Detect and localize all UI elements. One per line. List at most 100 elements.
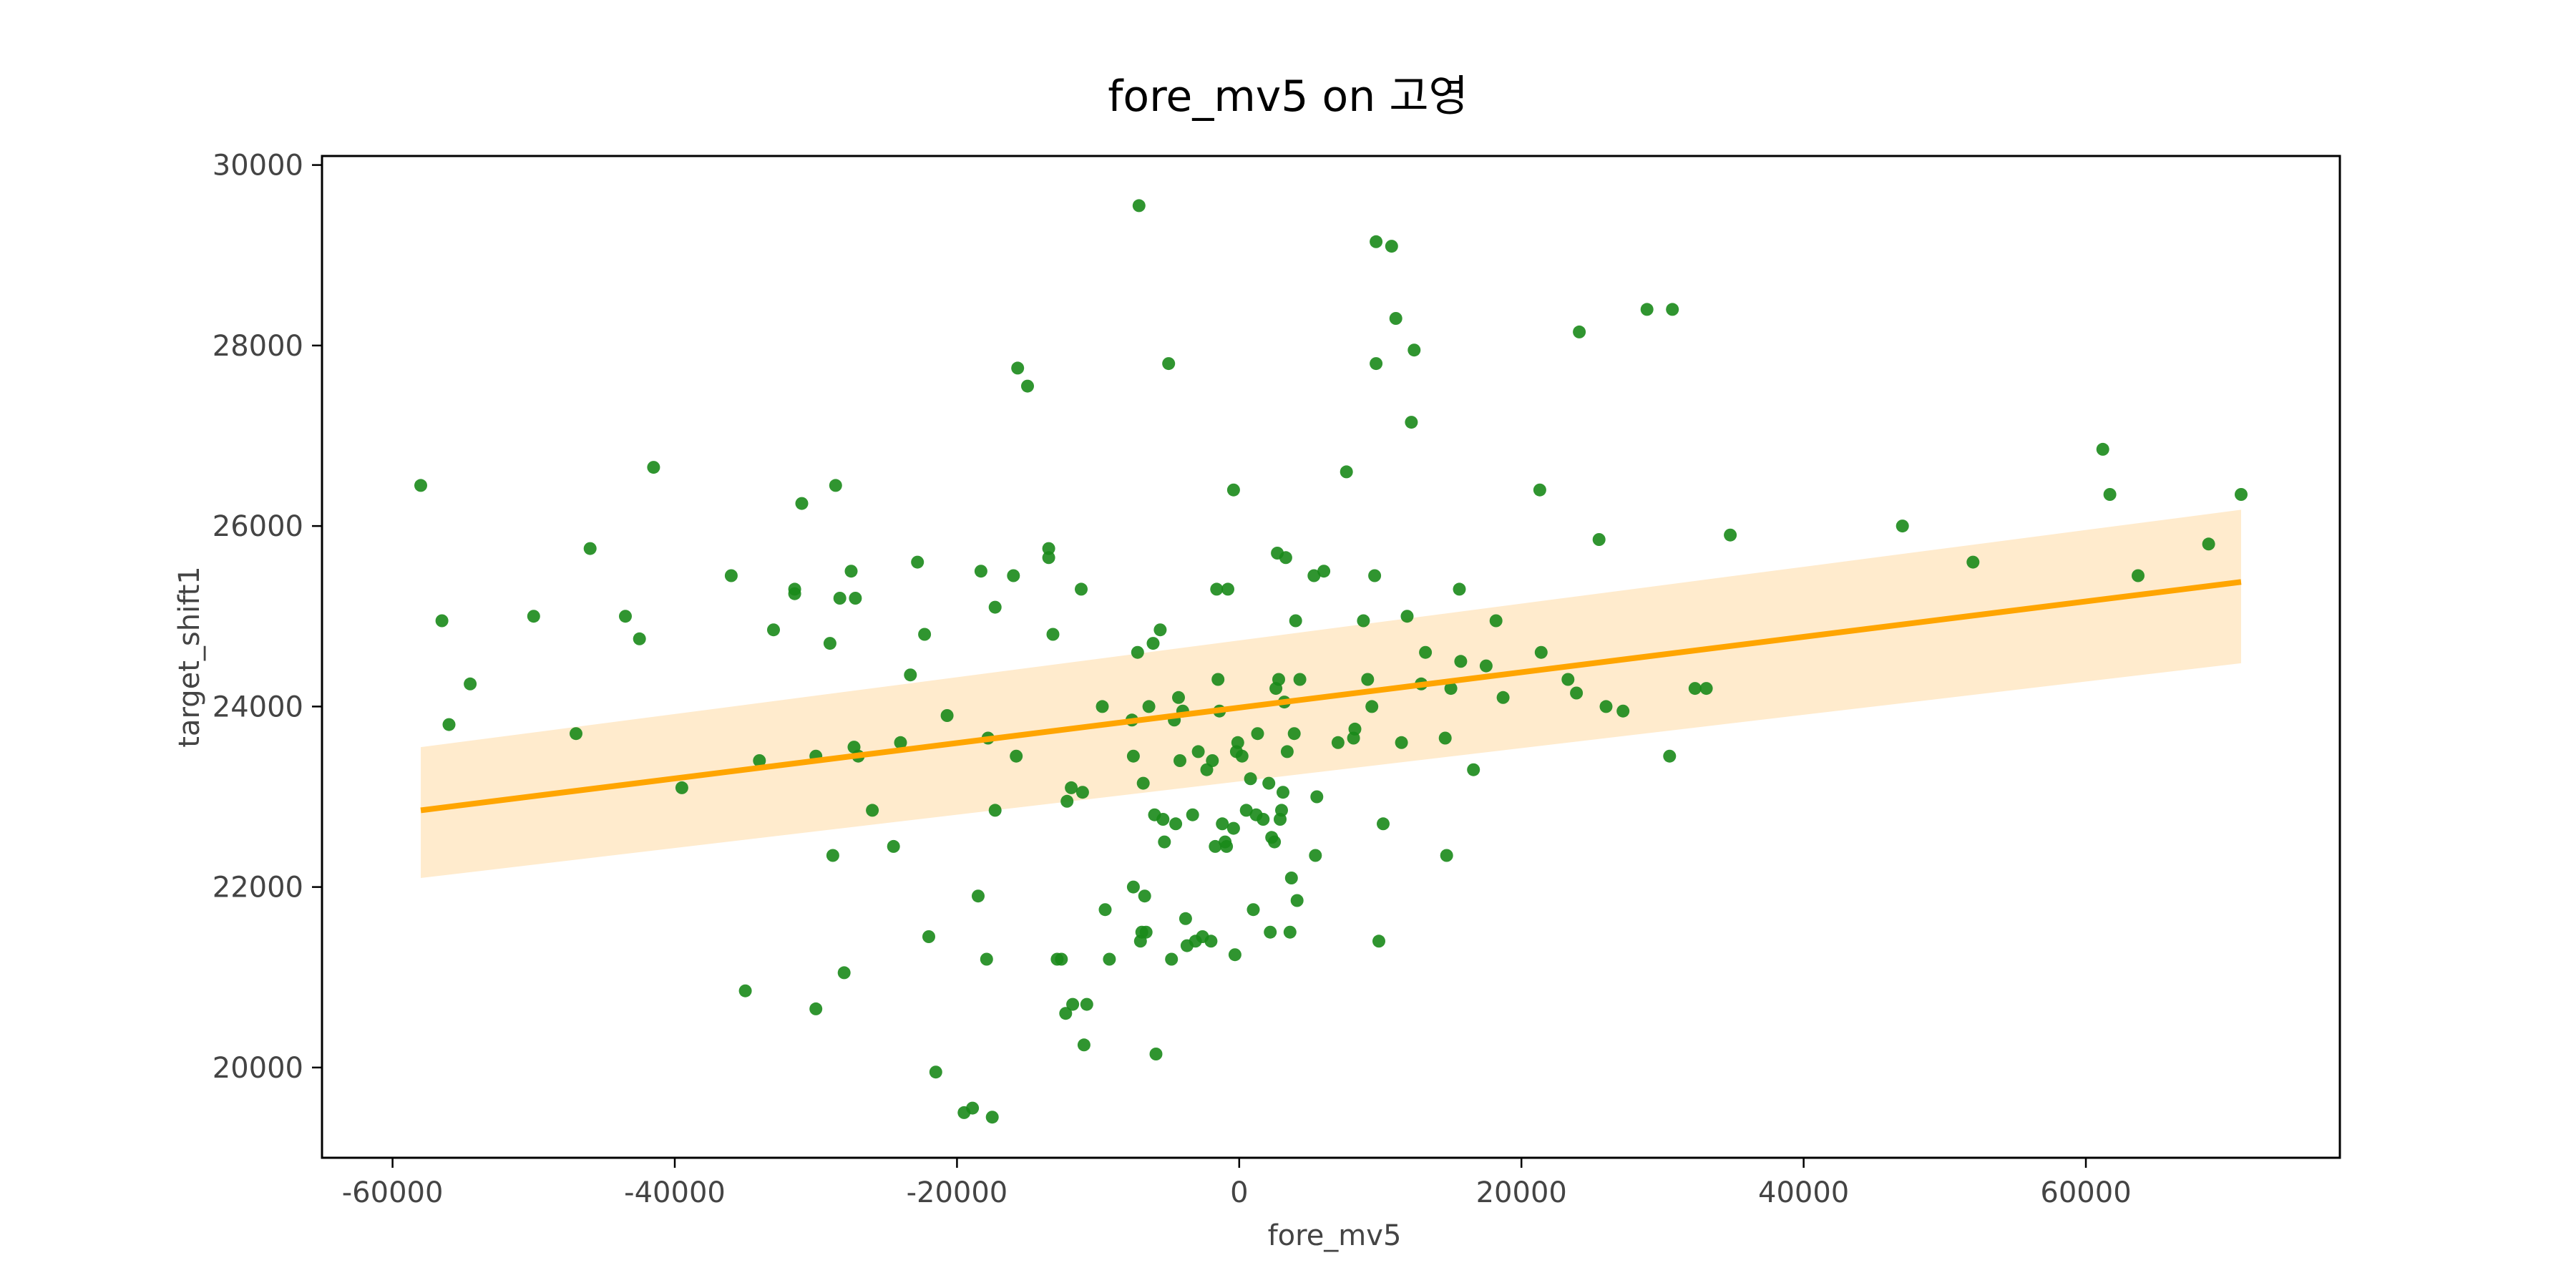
x-tick-label: 40000: [1758, 1176, 1849, 1209]
data-point: [918, 628, 932, 641]
data-point: [1395, 736, 1408, 749]
data-point: [1239, 804, 1253, 817]
data-point: [1139, 925, 1153, 939]
data-point: [647, 461, 660, 474]
data-point: [1174, 754, 1186, 767]
data-point: [985, 1111, 999, 1124]
x-tick-label: -60000: [342, 1176, 444, 1209]
data-point: [1010, 749, 1023, 763]
data-point: [1400, 610, 1414, 623]
data-point: [1098, 903, 1112, 917]
data-point: [904, 668, 917, 682]
data-point: [866, 804, 879, 817]
data-point: [1007, 569, 1020, 582]
data-point: [1290, 894, 1304, 907]
data-point: [1479, 659, 1493, 673]
data-point: [570, 727, 582, 741]
data-point: [1599, 700, 1613, 713]
data-point: [1046, 628, 1060, 641]
data-point: [826, 849, 839, 862]
data-point: [1075, 786, 1089, 799]
data-point: [1287, 727, 1301, 741]
data-point: [442, 718, 456, 731]
data-point: [1132, 199, 1146, 213]
data-point: [1289, 614, 1302, 628]
data-point: [1228, 948, 1241, 962]
data-point: [1211, 673, 1225, 686]
x-tick-label: 60000: [2040, 1176, 2131, 1209]
data-point: [1221, 582, 1234, 596]
data-point: [1307, 569, 1321, 582]
data-point: [1438, 731, 1452, 745]
data-point: [675, 781, 688, 794]
data-point: [1640, 303, 1654, 316]
data-point: [833, 592, 847, 605]
y-tick-label: 24000: [213, 691, 303, 723]
data-point: [1277, 786, 1289, 799]
data-point: [2096, 442, 2109, 456]
data-point: [1060, 794, 1074, 808]
data-point: [414, 479, 427, 492]
data-point: [844, 565, 858, 578]
data-point: [724, 569, 738, 582]
data-point: [788, 587, 801, 600]
data-point: [1699, 682, 1713, 696]
data-point: [1592, 533, 1606, 546]
data-point: [767, 623, 780, 637]
x-tick-label: 0: [1230, 1176, 1248, 1209]
data-point: [464, 677, 477, 691]
data-point: [929, 1065, 942, 1079]
data-point: [1142, 700, 1156, 713]
data-point: [1216, 817, 1229, 831]
data-point: [1149, 1048, 1163, 1060]
data-point: [1131, 645, 1144, 659]
data-point: [1573, 325, 1586, 338]
data-point: [1284, 872, 1298, 884]
data-point: [1065, 781, 1078, 794]
x-axis-label: fore_mv5: [1268, 1219, 1402, 1252]
data-point: [1372, 935, 1385, 948]
data-point: [1257, 813, 1270, 826]
data-point: [1385, 240, 1398, 253]
data-point: [1370, 357, 1383, 371]
data-point: [527, 610, 540, 623]
data-point: [1268, 835, 1282, 849]
data-point: [1209, 839, 1222, 853]
data-point: [1966, 555, 1980, 569]
data-point: [1357, 614, 1370, 628]
data-point: [1158, 835, 1171, 849]
data-point: [1724, 528, 1737, 542]
data-point: [1080, 997, 1093, 1011]
data-point: [966, 1101, 980, 1115]
data-point: [1231, 736, 1244, 749]
data-point: [1226, 821, 1240, 835]
data-point: [1275, 804, 1288, 817]
data-point: [633, 632, 646, 645]
data-point: [1042, 542, 1055, 555]
data-point: [837, 966, 851, 980]
data-point: [1179, 912, 1192, 925]
data-point: [1153, 623, 1167, 637]
data-point: [1365, 700, 1379, 713]
data-point: [887, 839, 900, 853]
data-point: [1407, 343, 1421, 357]
data-point: [988, 600, 1002, 614]
data-points: [414, 199, 2248, 1124]
data-point: [922, 930, 935, 943]
data-point: [1370, 235, 1383, 248]
data-point: [2132, 569, 2145, 582]
data-point: [2202, 537, 2215, 551]
data-point: [1226, 483, 1240, 497]
data-point: [1440, 849, 1453, 862]
data-point: [829, 479, 842, 492]
data-point: [972, 889, 985, 903]
data-point: [911, 555, 924, 569]
data-point: [1283, 925, 1297, 939]
data-point: [738, 984, 752, 997]
data-point: [753, 754, 766, 767]
data-point: [619, 610, 632, 623]
y-axis-ticks: 20000 22000 24000 26000 28000 30000: [213, 150, 322, 1085]
data-point: [974, 565, 987, 578]
data-point: [1011, 361, 1025, 375]
data-point: [795, 497, 809, 510]
